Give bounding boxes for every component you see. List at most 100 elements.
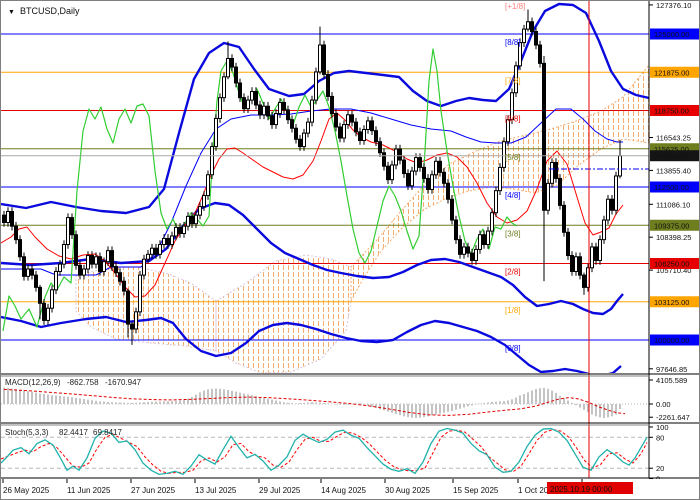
candle-body (262, 105, 266, 116)
candle-body (334, 113, 338, 128)
macd-scale-label: 0.00 (656, 400, 671, 409)
candle-body (110, 250, 114, 268)
macd-signal-value: -1670.947 (105, 378, 142, 387)
candle-body (14, 225, 18, 241)
macd-pane[interactable] (1, 387, 649, 419)
candle-body (2, 214, 6, 223)
price-badge (650, 150, 699, 162)
candle-body (418, 157, 422, 168)
price-badge (650, 66, 699, 78)
price-badge (650, 105, 699, 116)
candle-body (358, 131, 362, 141)
candle-body (154, 247, 158, 255)
candle-body (10, 210, 14, 227)
murrey-label: [1/8] (505, 306, 521, 315)
candle-body (102, 261, 106, 272)
macd-signal-line (3, 388, 626, 416)
candle-body (246, 99, 250, 110)
candle-body (610, 198, 614, 211)
candle-body (282, 102, 286, 111)
candle-body (414, 157, 418, 172)
candle-body (42, 302, 46, 321)
candle-body (462, 246, 466, 255)
candle-body (182, 225, 186, 235)
candle-body (90, 255, 94, 265)
murrey-label: [5/8] (505, 153, 521, 162)
candle-body (558, 177, 562, 206)
candle-body (350, 114, 354, 123)
candle-body (394, 148, 398, 166)
candle-body (214, 117, 218, 148)
candle-body (366, 120, 370, 130)
symbol-header[interactable]: ▼ BTCUSD,Daily (8, 6, 80, 16)
candle-body (594, 246, 598, 261)
main-price-pane[interactable] (1, 2, 649, 376)
price-tick-label: 111086.10 (656, 200, 690, 209)
candle-body (374, 130, 378, 143)
candle-body (302, 132, 306, 148)
price-axis: 127376.10 116543.25 113855.40 111086.10 1083… (648, 1, 699, 484)
candle-body (158, 244, 162, 255)
price-badge-label: 115625.00 (654, 145, 689, 154)
candle-body (218, 97, 222, 119)
date-label: 1 Oct 2025 (518, 486, 558, 495)
candle-body (138, 274, 142, 313)
candle-body (278, 102, 282, 115)
price-tick-label: 127376.10 (656, 1, 691, 10)
candle-body (606, 198, 610, 221)
candlesticks (2, 9, 622, 345)
candle-body (502, 141, 506, 168)
murrey-label: [4/8] (505, 191, 521, 200)
price-badge (650, 143, 699, 155)
candle-body (454, 219, 458, 241)
candle-body (266, 105, 270, 117)
candle-body (114, 266, 118, 274)
candle-body (314, 71, 318, 101)
candle-body (494, 190, 498, 214)
candle-body (618, 155, 622, 177)
date-label: 13 Jul 2025 (195, 486, 237, 495)
macd-scale-label: 4105.589 (656, 376, 687, 385)
candle-body (578, 256, 582, 276)
candle-body (166, 237, 170, 246)
price-badge (650, 28, 699, 40)
candle-body (518, 42, 522, 67)
stoch-scale-label: 20 (656, 464, 664, 473)
candle-body (82, 268, 86, 276)
candle-body (94, 256, 98, 265)
candle-body (438, 160, 442, 173)
kijun-line (1, 108, 623, 276)
candle-body (54, 270, 58, 291)
candle-body (190, 215, 194, 225)
candle-body (298, 138, 302, 148)
candle-body (202, 195, 206, 208)
candle-body (206, 174, 210, 197)
candle-body (486, 230, 490, 246)
candle-body (250, 91, 254, 101)
murrey-label: [3/8] (505, 229, 521, 238)
candle-body (18, 239, 22, 258)
candle-body (258, 104, 262, 116)
candle-body (546, 182, 550, 211)
symbol-dropdown-icon[interactable]: ▼ (8, 9, 15, 16)
candle-body (542, 62, 546, 211)
price-levels (1, 155, 649, 170)
candle-body (602, 219, 606, 241)
candle-body (222, 76, 226, 99)
stoch-scale-label: 100 (656, 423, 669, 432)
candle-body (294, 127, 298, 140)
candle-body (74, 234, 78, 266)
murrey-label: [7/8] (505, 76, 521, 85)
candle-body (466, 246, 470, 254)
price-badge-label: 112500.00 (654, 183, 689, 192)
candle-body (150, 247, 154, 255)
date-label: 30 Aug 2025 (385, 486, 430, 495)
candle-body (174, 226, 178, 237)
price-badge (650, 219, 699, 231)
stoch-pane[interactable] (1, 427, 649, 476)
candle-body (226, 57, 230, 78)
candle-body (50, 289, 54, 309)
